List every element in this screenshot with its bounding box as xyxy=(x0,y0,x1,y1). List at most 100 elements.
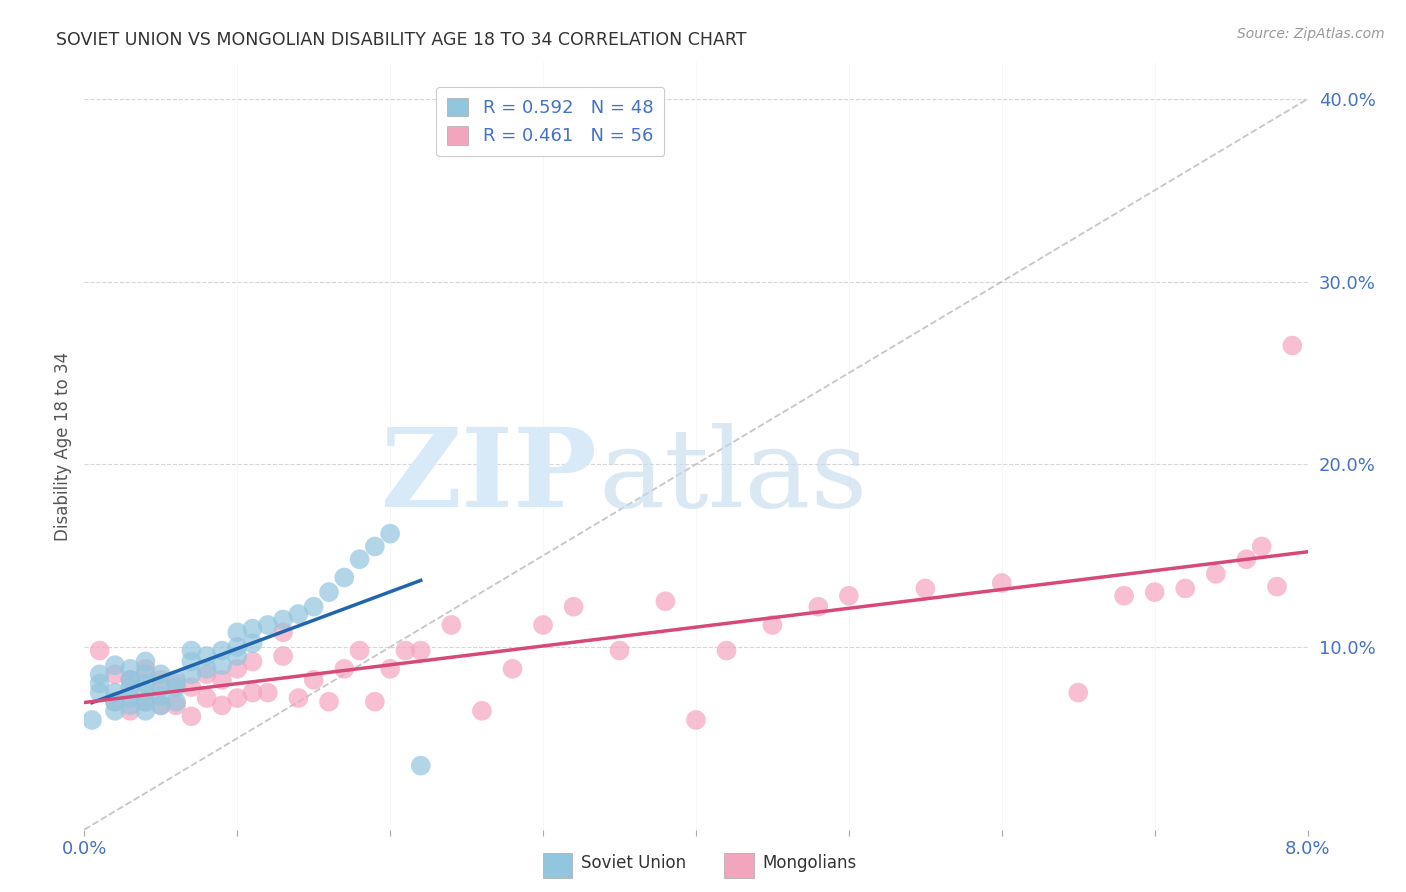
Point xyxy=(135,685,157,699)
Point xyxy=(195,667,218,681)
Legend: R = 0.592   N = 48, R = 0.461   N = 56: R = 0.592 N = 48, R = 0.461 N = 56 xyxy=(436,87,664,156)
Point xyxy=(180,667,202,681)
Point xyxy=(120,673,142,687)
Point xyxy=(80,713,103,727)
Point xyxy=(149,698,172,713)
Point xyxy=(120,691,142,706)
FancyBboxPatch shape xyxy=(724,853,754,878)
Point xyxy=(149,698,172,713)
FancyBboxPatch shape xyxy=(543,853,572,878)
Point xyxy=(1114,589,1136,603)
Point xyxy=(609,643,631,657)
Point xyxy=(1143,585,1166,599)
Point xyxy=(165,698,187,713)
Point xyxy=(716,643,738,657)
Point xyxy=(287,607,309,621)
Point xyxy=(135,676,157,690)
Point xyxy=(364,540,387,554)
Point xyxy=(211,673,233,687)
Point xyxy=(104,695,127,709)
Point xyxy=(165,676,187,690)
Point xyxy=(562,599,585,614)
Y-axis label: Disability Age 18 to 34: Disability Age 18 to 34 xyxy=(53,351,72,541)
Point xyxy=(104,658,127,673)
Point xyxy=(271,648,294,663)
Point xyxy=(211,658,233,673)
Point xyxy=(807,599,830,614)
Point xyxy=(1174,582,1197,596)
Point xyxy=(120,680,142,694)
Point xyxy=(135,662,157,676)
Point xyxy=(135,695,157,709)
Point xyxy=(149,673,172,687)
Point xyxy=(761,618,783,632)
Text: SOVIET UNION VS MONGOLIAN DISABILITY AGE 18 TO 34 CORRELATION CHART: SOVIET UNION VS MONGOLIAN DISABILITY AGE… xyxy=(56,31,747,49)
Point xyxy=(120,662,142,676)
Text: atlas: atlas xyxy=(598,423,868,530)
Point xyxy=(89,676,111,690)
Point xyxy=(211,698,233,713)
Point xyxy=(120,698,142,713)
Point xyxy=(318,695,340,709)
Text: Mongolians: Mongolians xyxy=(762,855,856,872)
Point xyxy=(195,662,218,676)
Point xyxy=(135,655,157,669)
Point xyxy=(226,691,249,706)
Point xyxy=(1236,552,1258,566)
Point xyxy=(242,685,264,699)
Point xyxy=(104,704,127,718)
Point xyxy=(302,673,325,687)
Point xyxy=(1205,566,1227,581)
Point xyxy=(120,673,142,687)
Point xyxy=(120,704,142,718)
Point xyxy=(257,618,280,632)
Point xyxy=(226,640,249,654)
Point xyxy=(531,618,554,632)
Point xyxy=(364,695,387,709)
Point xyxy=(349,643,371,657)
Point xyxy=(180,709,202,723)
Point xyxy=(409,643,432,657)
Point xyxy=(271,613,294,627)
Point xyxy=(104,667,127,681)
Point xyxy=(242,655,264,669)
Point xyxy=(135,695,157,709)
Point xyxy=(333,662,356,676)
Point xyxy=(318,585,340,599)
Point xyxy=(226,625,249,640)
Point xyxy=(89,643,111,657)
Point xyxy=(89,685,111,699)
Point xyxy=(471,704,494,718)
Point xyxy=(149,680,172,694)
Point xyxy=(1250,540,1272,554)
Point xyxy=(165,680,187,694)
Point xyxy=(226,648,249,663)
Point xyxy=(242,622,264,636)
Point xyxy=(349,552,371,566)
Point xyxy=(654,594,676,608)
Point xyxy=(440,618,463,632)
Point xyxy=(1281,338,1303,352)
Point xyxy=(380,526,402,541)
Point xyxy=(242,636,264,650)
Point xyxy=(135,704,157,718)
Point xyxy=(180,643,202,657)
Point xyxy=(257,685,280,699)
Point xyxy=(991,576,1014,591)
Point xyxy=(165,673,187,687)
Point xyxy=(135,667,157,681)
Point xyxy=(149,667,172,681)
Point xyxy=(914,582,936,596)
Point xyxy=(380,662,402,676)
Point xyxy=(149,690,172,704)
Point xyxy=(271,625,294,640)
Point xyxy=(1067,685,1090,699)
Point xyxy=(180,680,202,694)
Point xyxy=(195,648,218,663)
Point xyxy=(226,662,249,676)
Point xyxy=(104,695,127,709)
Text: Soviet Union: Soviet Union xyxy=(581,855,686,872)
Point xyxy=(502,662,524,676)
Point xyxy=(104,685,127,699)
Point xyxy=(838,589,860,603)
